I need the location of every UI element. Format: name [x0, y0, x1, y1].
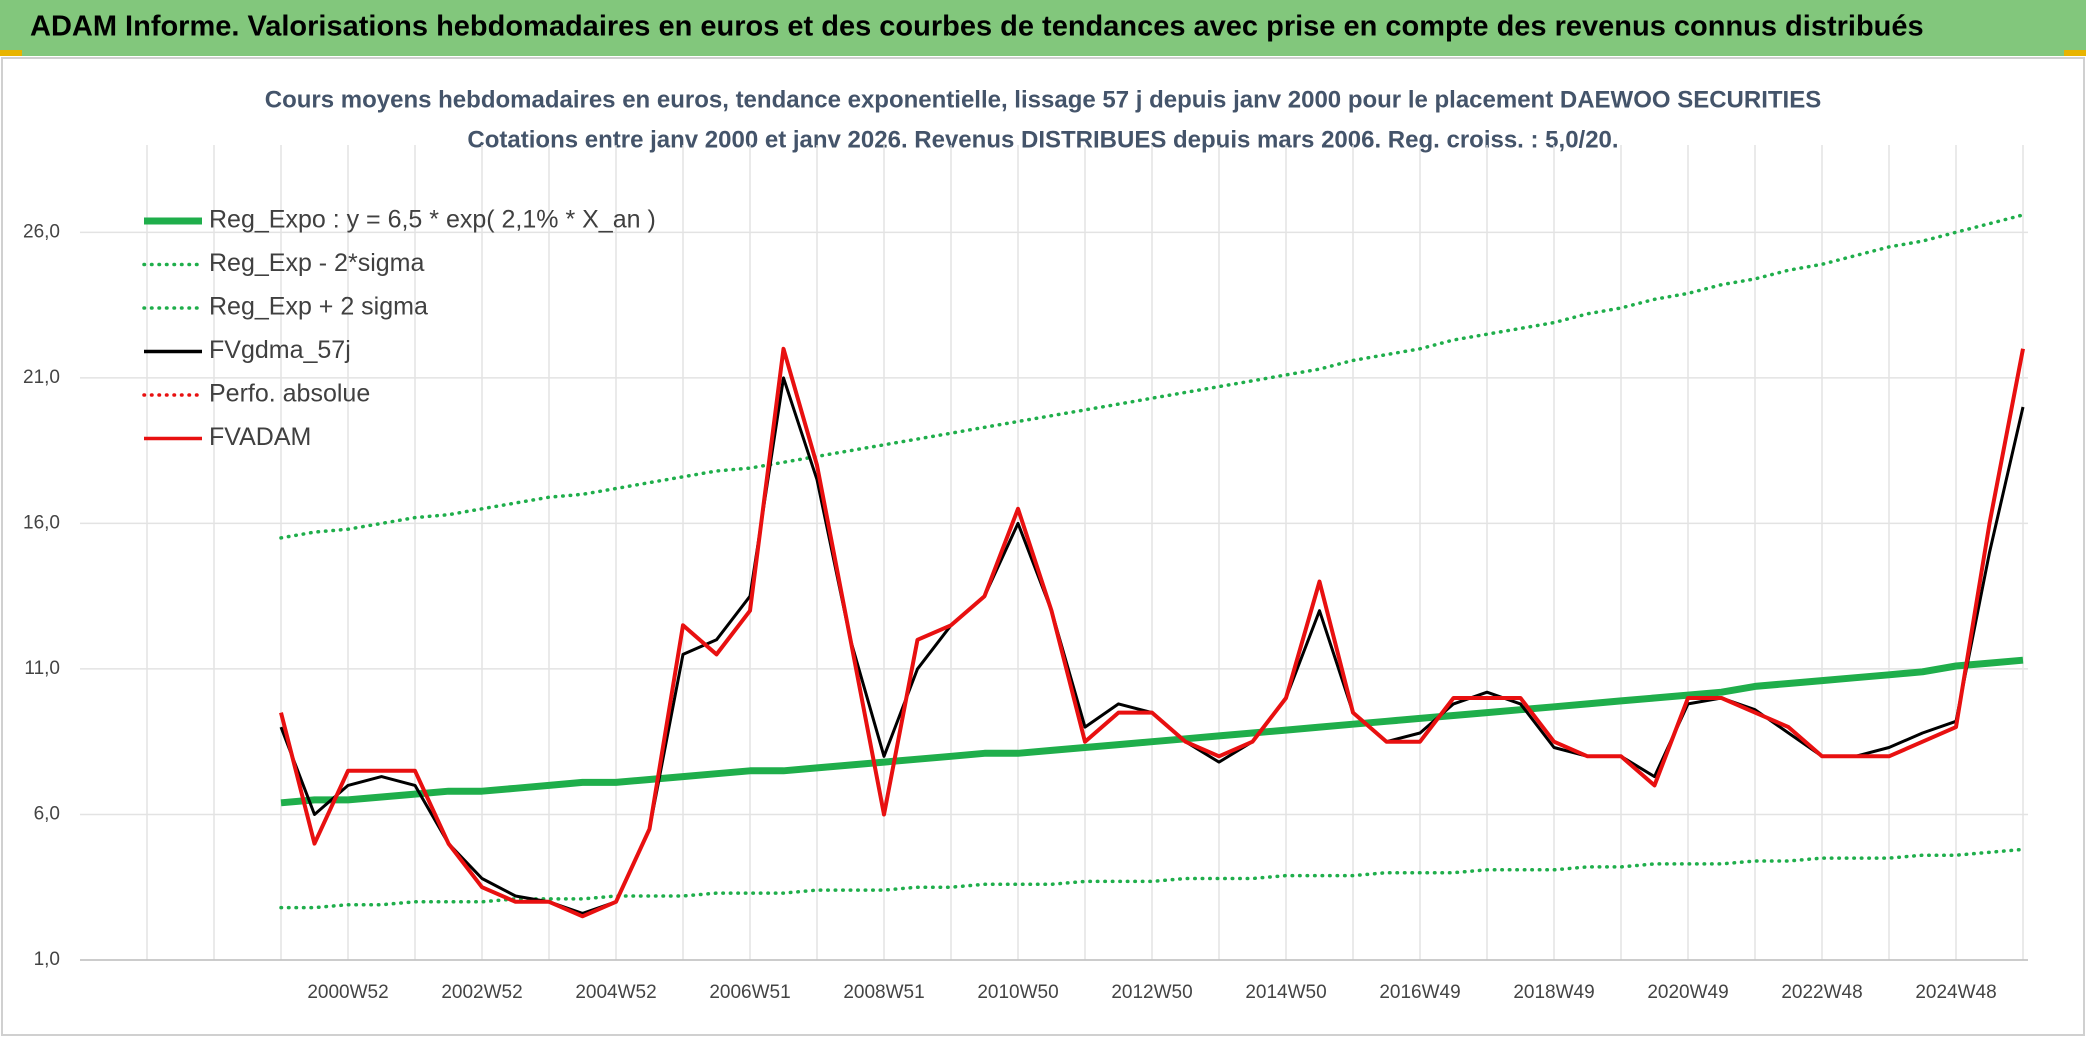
x-tick-label: 2014W50: [1245, 982, 1326, 1003]
x-tick-label: 2018W49: [1513, 982, 1594, 1003]
y-tick-label: 26,0: [23, 221, 60, 242]
y-tick-label: 21,0: [23, 367, 60, 388]
y-tick-label: 1,0: [34, 949, 60, 970]
x-tick-label: 2008W51: [843, 982, 924, 1003]
series-line: [279, 346, 2025, 919]
x-tick-label: 2016W49: [1379, 982, 1460, 1003]
chart-title: Cours moyens hebdomadaires en euros, ten…: [265, 86, 1821, 113]
x-tick-label: 2000W52: [307, 982, 388, 1003]
x-tick-label: 2012W50: [1111, 982, 1192, 1003]
legend-label: Perfo. absolue: [209, 380, 370, 408]
series-line: [280, 656, 2024, 807]
legend-label: Reg_Expo : y = 6,5 * exp( 2,1% * X_an ): [209, 206, 656, 234]
legend-label: Reg_Exp + 2 sigma: [209, 293, 428, 321]
header-title: ADAM Informe. Valorisations hebdomadaire…: [30, 11, 1924, 43]
x-tick-label: 2024W48: [1915, 982, 1996, 1003]
chart-frame: [1, 57, 2085, 1036]
x-tick-label: 2020W49: [1647, 982, 1728, 1003]
x-tick-label: 2004W52: [575, 982, 656, 1003]
chart-subtitle: Cotations entre janv 2000 et janv 2026. …: [467, 126, 1618, 153]
series-line: [279, 847, 2025, 910]
x-tick-label: 2010W50: [977, 982, 1058, 1003]
corner-mark: [0, 50, 22, 56]
legend-label: FVgdma_57j: [209, 336, 351, 364]
x-tick-label: 2006W51: [709, 982, 790, 1003]
series-line: [279, 213, 2025, 540]
legend-label: Reg_Exp - 2*sigma: [209, 249, 424, 277]
x-tick-label: 2002W52: [441, 982, 522, 1003]
y-tick-label: 11,0: [24, 658, 60, 679]
x-tick-label: 2022W48: [1781, 982, 1862, 1003]
y-tick-label: 16,0: [23, 512, 60, 533]
y-tick-label: 6,0: [34, 803, 60, 824]
header-bar: [0, 0, 2086, 56]
corner-mark: [2064, 50, 2086, 56]
legend-label: FVADAM: [209, 423, 311, 451]
